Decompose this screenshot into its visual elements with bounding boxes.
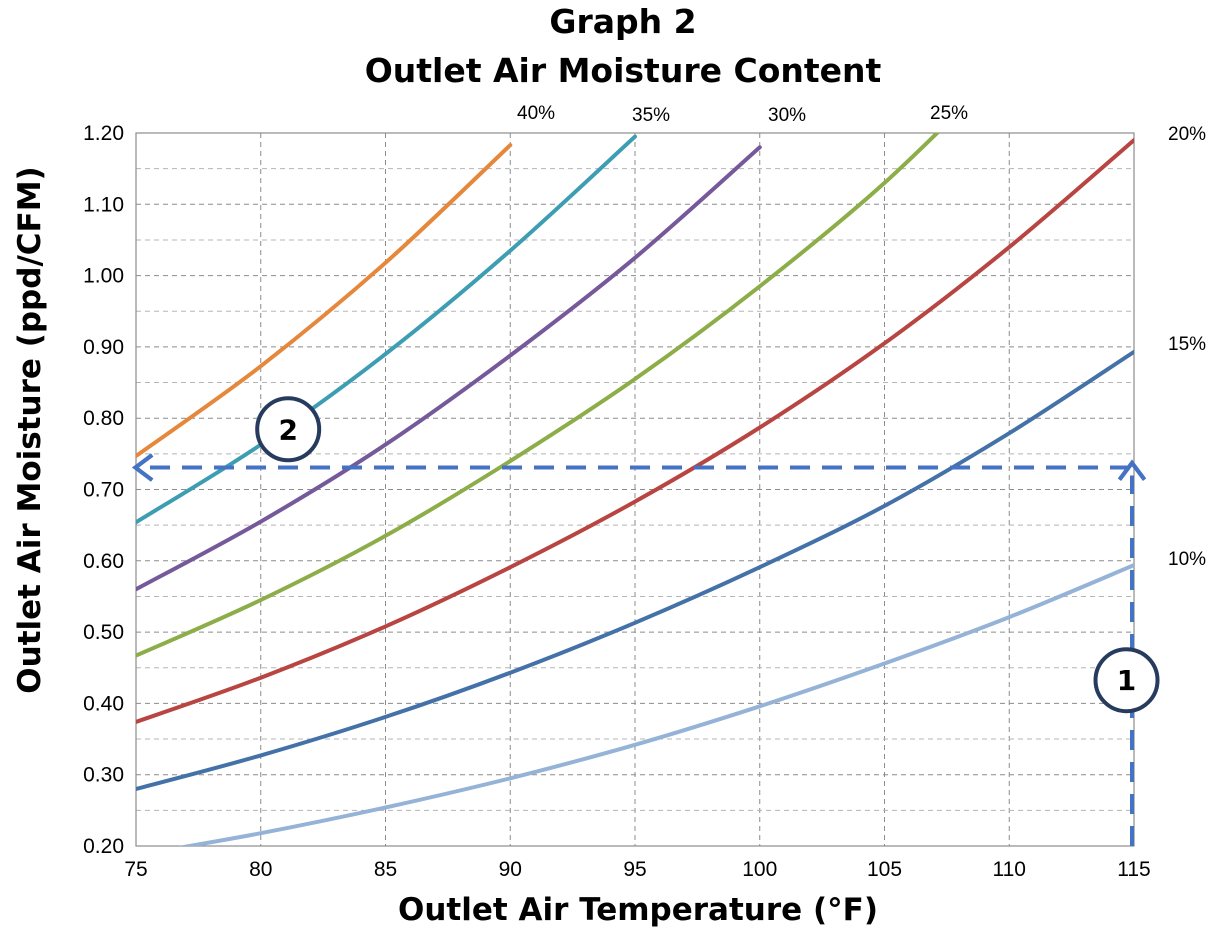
x-tick-label: 115 [1117,858,1150,881]
series-line [136,145,762,592]
grid [136,133,1134,846]
y-tick-label: 1.00 [83,265,124,288]
y-tick-label: 1.10 [83,193,124,216]
x-tick-label: 90 [499,858,522,881]
tick-labels: 75 80 85 90 95 100 105 110 115 0.20 0.30 0.40 0.50 0.… [83,122,1151,881]
y-tick-label: 1.20 [83,122,124,145]
y-tick-label: 0.30 [83,764,124,787]
y-tick-label: 0.80 [83,407,124,430]
x-tick-label: 85 [374,858,397,881]
series-line [177,563,1134,846]
y-tick-label: 0.40 [83,692,124,715]
series-lines [136,133,1134,846]
x-tick-label: 110 [993,858,1026,881]
step-marker-circle [1093,647,1160,714]
series-line [136,134,637,525]
step-marker-label: 2 [278,413,297,446]
chart-title: Graph 2 [549,2,696,41]
step-markers: 12 [255,396,1160,714]
series-labels: 10% 15% 20% 25% 30% 35% 40% [517,103,1206,570]
series-label: 35% [632,105,670,126]
y-tick-label: 0.60 [83,550,124,573]
series-label: 10% [1168,549,1206,570]
chart-subtitle: Outlet Air Moisture Content [365,51,882,90]
series-label: 40% [517,103,555,124]
x-tick-label: 95 [623,858,646,881]
series-label: 20% [1168,124,1206,145]
x-tick-label: 100 [742,858,777,881]
guide-arrows [148,468,1132,846]
series-label: 15% [1168,334,1206,355]
x-tick-label: 80 [249,858,272,881]
x-tick-label: 75 [124,858,147,881]
y-tick-label: 0.20 [83,835,124,858]
y-tick-label: 0.50 [83,621,124,644]
series-label: 25% [930,103,968,124]
series-label: 30% [768,105,806,126]
x-tick-label: 105 [867,858,902,881]
series-line [136,133,941,658]
step-marker-circle [255,396,322,463]
series-line [136,349,1134,791]
series-line [136,138,1134,724]
x-axis-title: Outlet Air Temperature (°F) [398,892,878,928]
series-line [136,143,513,458]
y-tick-label: 0.90 [83,336,124,359]
y-tick-label: 0.70 [83,479,124,502]
y-axis-title: Outlet Air Moisture (ppd/CFM) [12,166,48,693]
step-marker-label: 1 [1117,664,1136,697]
